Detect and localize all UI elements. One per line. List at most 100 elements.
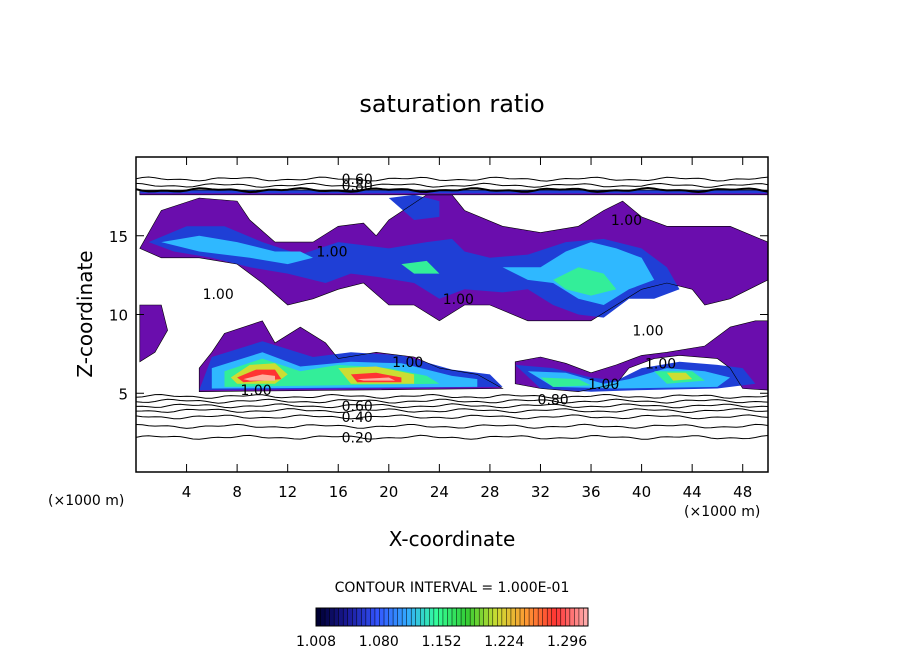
chart-title: saturation ratio: [359, 90, 544, 118]
colorbar-frame: [315, 607, 589, 627]
contour-line-0: [136, 434, 768, 440]
colorbar-swatch-45: [520, 608, 526, 626]
x-axis-label: X-coordinate: [389, 527, 516, 551]
colorbar-swatch-1: [320, 608, 326, 626]
contour-outline-0: [139, 194, 768, 322]
x-tick-label-0: 4: [182, 483, 192, 501]
contour-line-1: [136, 423, 768, 429]
colorbar-swatch-47: [529, 608, 535, 626]
fill-region-17: [540, 377, 591, 387]
x-tick-label-3: 16: [329, 483, 348, 501]
colorbar-swatch-40: [497, 608, 503, 626]
colorbar-swatch-25: [429, 608, 435, 626]
fill-region-8: [388, 194, 440, 220]
contour-line-4: [136, 403, 768, 409]
x-tick-label-2: 12: [278, 483, 297, 501]
colorbar-swatch-2: [325, 608, 331, 626]
contour-label-5: 1.00: [611, 213, 642, 229]
contour-interval-text: CONTOUR INTERVAL = 1.000E-01: [335, 580, 570, 596]
x-units-right: (×1000 m): [684, 504, 760, 520]
colorbar-swatch-49: [538, 608, 544, 626]
contour-line-8: [136, 182, 768, 188]
colorbar-tick-label-1: 1.080: [359, 634, 399, 650]
colorbar: [315, 607, 589, 627]
contour-labels-layer: 0.600.801.001.00 1.001.001.001.00 1.001.00…: [203, 172, 677, 446]
contour-label-13: 0.40: [342, 410, 373, 426]
contour-line-2: [136, 414, 768, 420]
x-tick-label-5: 24: [430, 483, 449, 501]
colored-regions-layer: [139, 190, 768, 392]
colorbar-tick-label-4: 1.296: [547, 634, 587, 650]
colorbar-swatch-28: [442, 608, 448, 626]
x-tick-label-4: 20: [379, 483, 398, 501]
colorbar-swatch-0: [316, 608, 322, 626]
colorbar-swatch-55: [565, 608, 571, 626]
colorbar-swatch-43: [510, 608, 516, 626]
colorbar-swatch-5: [338, 608, 344, 626]
y-axis-label: Z-coordinate: [73, 250, 97, 377]
colorbar-tick-label-3: 1.224: [484, 634, 524, 650]
colorbar-swatch-17: [393, 608, 399, 626]
colorbar-swatch-27: [438, 608, 444, 626]
colorbar-swatch-57: [574, 608, 580, 626]
colorbar-swatch-50: [542, 608, 548, 626]
colorbar-tick-label-2: 1.152: [421, 634, 461, 650]
colorbar-swatch-9: [356, 608, 362, 626]
contour-line-6: [136, 393, 768, 399]
colorbar-swatch-10: [361, 608, 367, 626]
fill-region-14: [553, 267, 617, 296]
colorbar-swatch-54: [560, 608, 566, 626]
colorbar-swatch-29: [447, 608, 453, 626]
colorbar-swatch-21: [411, 608, 417, 626]
contour-label-4: 1.00: [443, 292, 474, 308]
colorbar-swatch-38: [488, 608, 494, 626]
contour-line-7: [136, 176, 768, 182]
contour-label-8: 1.00: [645, 356, 676, 372]
y-tick-label-0: 5: [118, 385, 128, 403]
colorbar-swatch-20: [406, 608, 412, 626]
colorbar-swatch-23: [420, 608, 426, 626]
colorbar-swatch-34: [470, 608, 476, 626]
contour-label-12: 0.60: [342, 399, 373, 415]
contour-lines-layer: [136, 176, 768, 440]
x-units-left: (×1000 m): [48, 493, 124, 509]
fill-region-3: [515, 320, 768, 392]
colorbar-swatch-19: [402, 608, 408, 626]
colorbar-swatch-6: [343, 608, 349, 626]
colorbar-swatch-31: [456, 608, 462, 626]
colorbar-swatch-42: [506, 608, 512, 626]
colorbar-swatch-15: [384, 608, 390, 626]
colorbar-swatch-56: [569, 608, 575, 626]
colorbar-swatch-52: [551, 608, 557, 626]
x-tick-label-9: 40: [632, 483, 651, 501]
colorbar-swatch-13: [374, 608, 380, 626]
colorbar-swatch-36: [479, 608, 485, 626]
colorbar-swatch-22: [415, 608, 421, 626]
colorbar-swatch-32: [461, 608, 467, 626]
colorbar-swatch-16: [388, 608, 394, 626]
colorbar-swatch-11: [365, 608, 371, 626]
x-tick-label-10: 44: [683, 483, 702, 501]
y-tick-label-2: 15: [109, 228, 128, 246]
contour-label-11: 0.80: [538, 393, 569, 409]
colorbar-tick-label-0: 1.008: [296, 634, 336, 650]
y-tick-label-1: 10: [109, 307, 128, 325]
fill-region-21: [666, 372, 693, 381]
colorbar-swatch-53: [556, 608, 562, 626]
x-tick-label-7: 32: [531, 483, 550, 501]
colorbar-swatch-30: [452, 608, 458, 626]
colorbar-swatch-35: [474, 608, 480, 626]
fill-region-1: [139, 305, 168, 362]
colorbar-tick-labels: 1.008 1.080 1.152 1.224 1.296: [296, 634, 587, 650]
colorbar-swatch-8: [352, 608, 358, 626]
x-tick-label-1: 8: [232, 483, 242, 501]
contour-label-14: 0.20: [342, 430, 373, 446]
colorbar-swatch-26: [433, 608, 439, 626]
contour-line-3: [136, 408, 768, 414]
contour-label-7: 1.00: [392, 355, 423, 371]
colorbar-swatch-41: [501, 608, 507, 626]
colorbar-swatch-4: [334, 608, 340, 626]
contour-outline-4: [139, 189, 768, 196]
colorbar-swatch-7: [347, 608, 353, 626]
